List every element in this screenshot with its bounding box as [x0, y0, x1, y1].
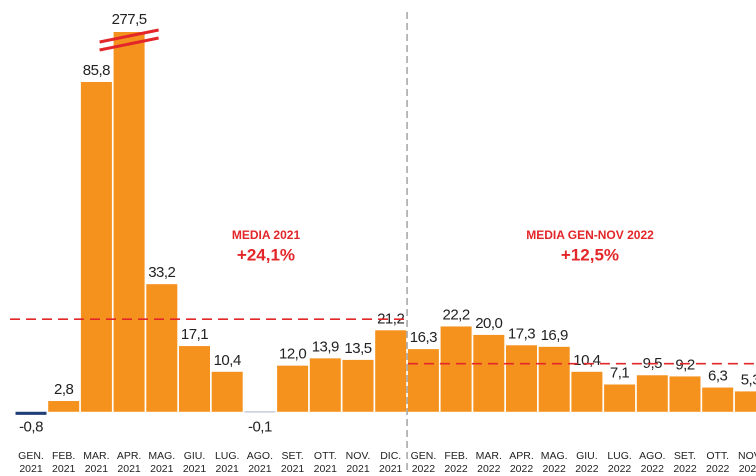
- x-tick-label: 2021: [346, 463, 370, 475]
- value-label: 21,2: [377, 310, 404, 327]
- bar: [211, 371, 243, 412]
- x-tick-label: 2021: [117, 463, 141, 475]
- value-label: 12,0: [279, 346, 306, 363]
- x-tick-label: GIU.: [576, 450, 598, 462]
- value-label: 10,4: [573, 352, 600, 369]
- x-tick-label: 2022: [641, 463, 665, 475]
- bar: [309, 358, 341, 412]
- value-label: 17,1: [181, 326, 208, 343]
- x-tick-label: SET.: [674, 450, 696, 462]
- value-label: 6,3: [708, 368, 728, 385]
- x-tick-label: 2021: [216, 463, 240, 475]
- x-tick-label: MAR.: [83, 450, 109, 462]
- x-tick-label: 2022: [575, 463, 599, 475]
- value-label: 13,9: [312, 338, 339, 355]
- break-mark: [99, 36, 159, 52]
- break-mark: [99, 28, 159, 44]
- value-label: 33,2: [148, 264, 175, 281]
- bar: [440, 326, 472, 412]
- bar: [375, 330, 407, 412]
- bar: [179, 346, 210, 412]
- x-tick-label: 2022: [739, 463, 756, 475]
- x-tick-label: FEB.: [444, 450, 467, 462]
- x-tick-label: 2021: [183, 463, 207, 475]
- bar: [669, 376, 701, 412]
- x-tick-label: 2021: [281, 463, 305, 475]
- x-tick-label: SET.: [282, 450, 304, 462]
- x-tick-label: FEB.: [52, 450, 75, 462]
- x-tick-label: 2022: [608, 463, 632, 475]
- value-label: 13,5: [344, 340, 371, 357]
- bar: [407, 349, 439, 412]
- x-tick-label: MAR.: [476, 450, 502, 462]
- x-tick-label: 2021: [379, 463, 403, 475]
- x-tick-label: OTT.: [314, 450, 337, 462]
- annotation-label: MEDIA GEN-NOV 2022: [526, 228, 654, 242]
- value-label: 10,4: [214, 352, 241, 369]
- x-tick-label: GEN.: [18, 450, 44, 462]
- x-tick-label: 2022: [477, 463, 501, 475]
- x-tick-label: NOV.: [346, 450, 371, 462]
- x-tick-label: AGO.: [247, 450, 273, 462]
- value-label: 5,3: [741, 371, 756, 388]
- bar: [636, 375, 668, 412]
- x-tick-label: 2022: [706, 463, 730, 475]
- x-tick-label: APR.: [117, 450, 142, 462]
- annotation-label: MEDIA 2021: [232, 228, 301, 242]
- plot-area: [15, 32, 756, 415]
- x-tick-label: LUG.: [215, 450, 240, 462]
- x-tick-label: NOV.: [738, 450, 756, 462]
- x-tick-label: OTT.: [706, 450, 729, 462]
- bar: [571, 371, 603, 412]
- value-label: 9,2: [675, 356, 695, 373]
- x-tick-label: 2022: [543, 463, 567, 475]
- x-tick-label: 2021: [85, 463, 109, 475]
- x-tick-label: 2021: [314, 463, 338, 475]
- value-label: 20,0: [475, 315, 502, 332]
- x-tick-label: 2022: [673, 463, 697, 475]
- bar: [113, 32, 145, 412]
- x-tick-label: DIC.: [380, 450, 401, 462]
- bar: [506, 345, 537, 412]
- bar: [604, 384, 636, 412]
- value-label: 16,3: [410, 329, 437, 346]
- value-label: 2,8: [54, 381, 74, 398]
- x-tick-label: LUG.: [607, 450, 632, 462]
- bar: [48, 401, 80, 412]
- annotation-value: +24,1%: [237, 245, 295, 264]
- x-tick-label: GEN.: [411, 450, 437, 462]
- x-tick-label: 2022: [444, 463, 468, 475]
- x-tick-label: AGO.: [639, 450, 665, 462]
- value-label: -0,1: [248, 419, 272, 436]
- bar: [146, 284, 178, 412]
- x-tick-label: 2021: [19, 463, 43, 475]
- bar: [15, 411, 47, 415]
- annotation-value: +12,5%: [561, 245, 619, 264]
- bar: [342, 359, 374, 412]
- x-tick-label: APR.: [509, 450, 534, 462]
- x-tick-label: MAG.: [148, 450, 175, 462]
- bar: [734, 391, 756, 412]
- x-tick-label: MAG.: [541, 450, 568, 462]
- x-tick-label: 2021: [150, 463, 174, 475]
- value-label: -0,8: [19, 419, 43, 436]
- x-tick-label: 2021: [52, 463, 76, 475]
- value-label: 85,8: [83, 62, 110, 79]
- x-tick-label: 2022: [412, 463, 436, 475]
- x-tick-label: 2022: [510, 463, 534, 475]
- bar: [277, 365, 309, 412]
- value-label: 7,1: [610, 364, 630, 381]
- value-label: 277,5: [112, 11, 147, 28]
- value-label: 22,2: [442, 306, 469, 323]
- value-label: 17,3: [508, 325, 535, 342]
- value-label: 16,9: [541, 327, 568, 344]
- x-tick-label: GIU.: [184, 450, 206, 462]
- bar: [702, 387, 734, 412]
- bar: [538, 346, 570, 412]
- bar: [473, 334, 505, 412]
- bar: [80, 81, 112, 412]
- x-tick-label: 2021: [248, 463, 272, 475]
